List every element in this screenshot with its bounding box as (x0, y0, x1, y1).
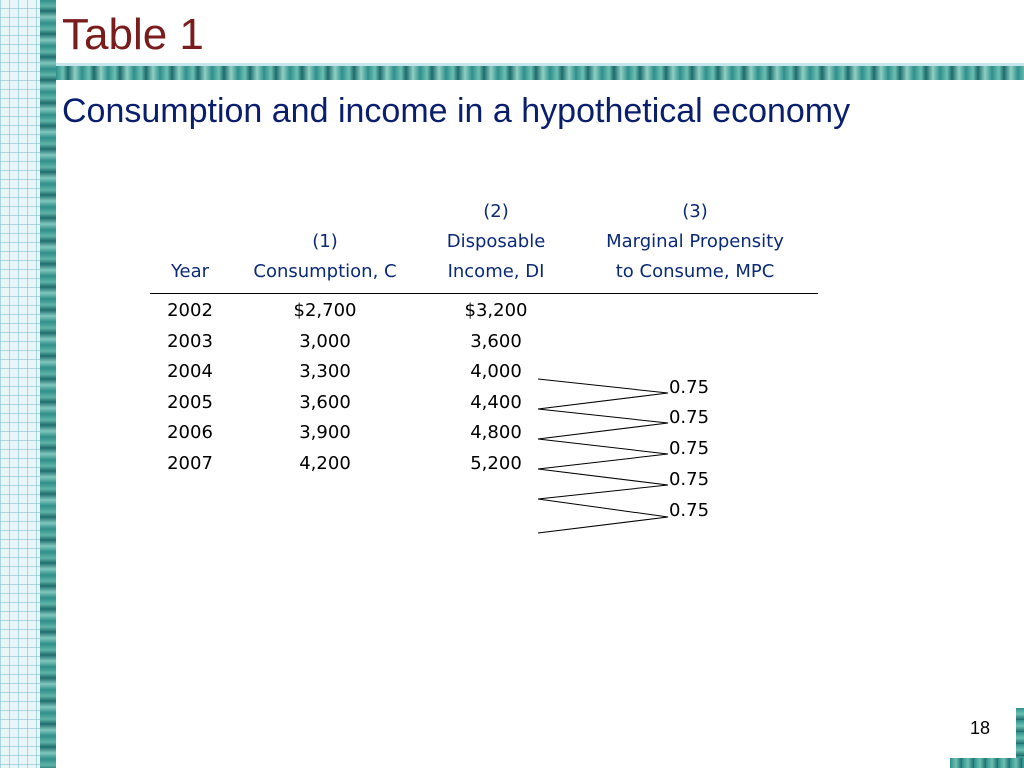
table-row: 2002 $2,700 $3,200 (167, 300, 528, 321)
decorative-band (56, 63, 1024, 80)
table-row: 2007 4,200 5,200 (167, 452, 522, 474)
slide-subtitle: Consumption and income in a hypothetical… (62, 92, 851, 130)
header-year: Year (170, 261, 210, 282)
mpc-value: 0.75 (668, 407, 710, 428)
slide-title: Table 1 (62, 10, 204, 59)
header-mpc: (3) Marginal Propensity to Consume, MPC (606, 201, 784, 282)
mpc-value: 0.75 (668, 377, 710, 398)
mpc-value: 0.75 (668, 469, 710, 490)
header-consumption: (1) Consumption, C (253, 231, 397, 282)
consumption-table: Year (1) Consumption, C (2) Disposable I… (150, 201, 818, 480)
table-header: Year (1) Consumption, C (2) Disposable I… (150, 201, 818, 294)
table-row: 2005 3,600 4,400 (167, 391, 522, 413)
page-number: 18 (970, 718, 991, 738)
header-disposable-income: (2) Disposable Income, DI (446, 201, 546, 282)
table-row: 2003 3,000 3,600 (167, 330, 522, 352)
decorative-texture-strip (40, 0, 56, 768)
mpc-value: 0.75 (668, 500, 710, 521)
table-row: 2004 3,300 4,000 (167, 361, 522, 383)
decorative-corner (1016, 708, 1024, 768)
table-row: 2006 3,900 4,800 (167, 422, 522, 444)
decorative-corner-bottom (950, 758, 1024, 768)
mpc-value: 0.75 (668, 438, 710, 459)
